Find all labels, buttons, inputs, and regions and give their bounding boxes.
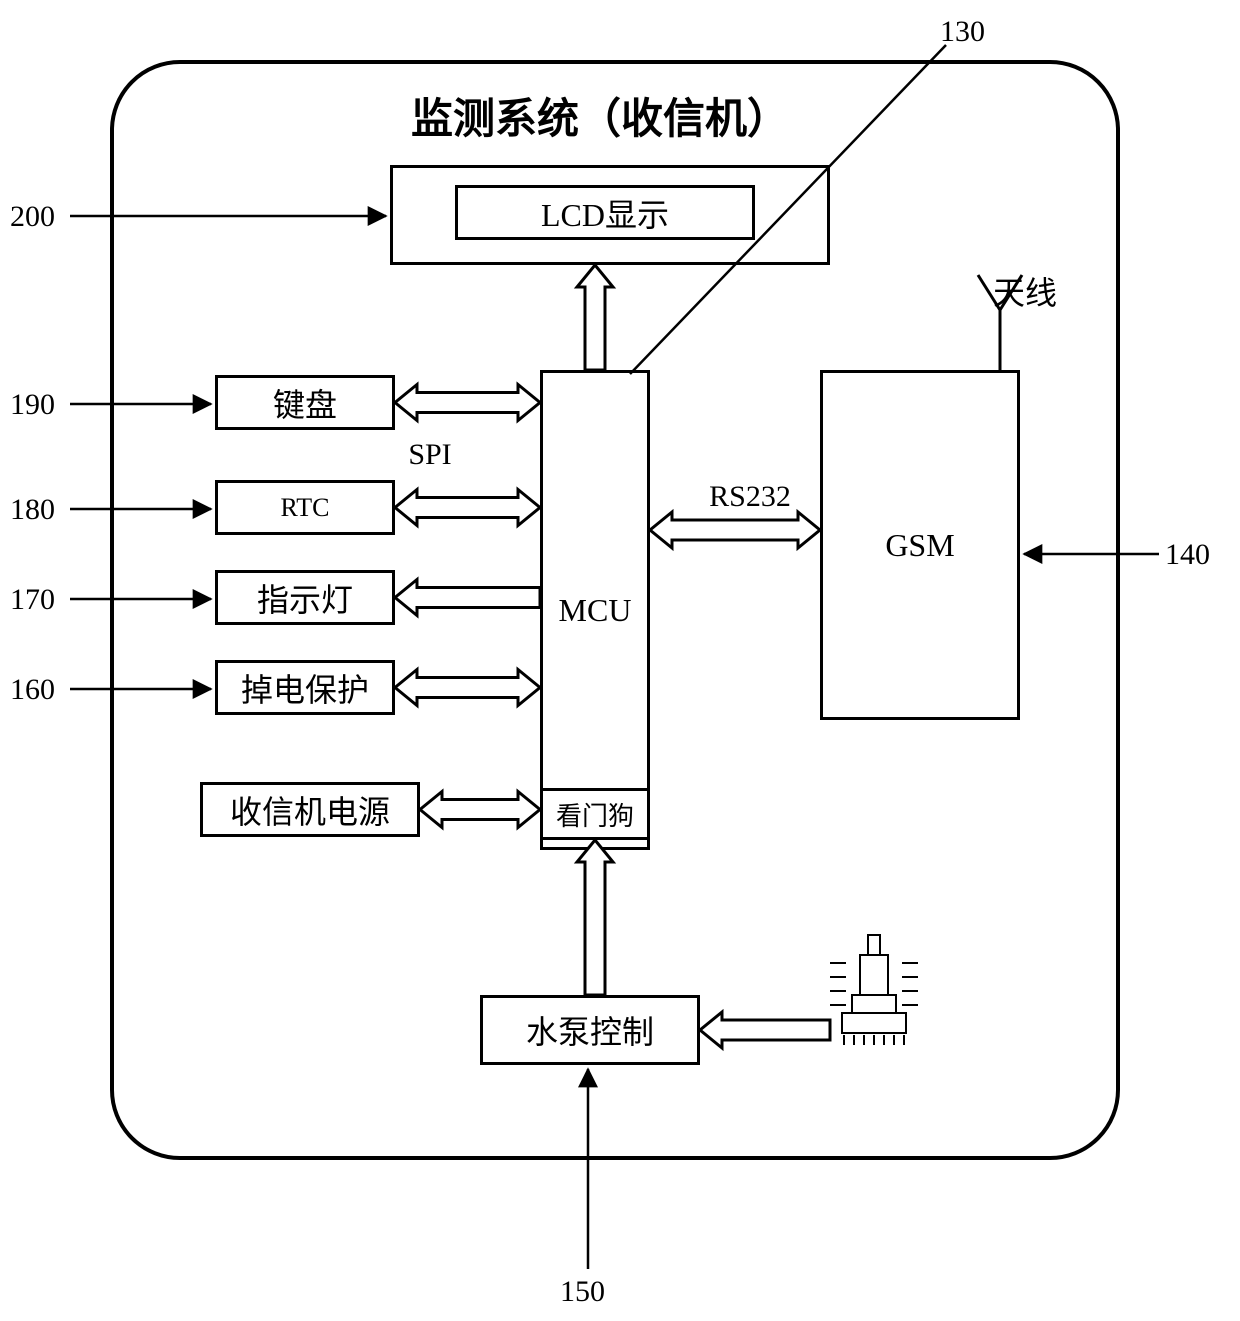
callout-150: 150 [560, 1275, 605, 1309]
watchdog-box: 看门狗 [540, 788, 650, 840]
mcu-box: MCU [540, 370, 650, 850]
indicator-box: 指示灯 [215, 570, 395, 625]
pump-control-box: 水泵控制 [480, 995, 700, 1065]
antenna-label: 天线 [980, 268, 1070, 308]
rtc-box: RTC [215, 480, 395, 535]
spi-label: SPI [390, 438, 470, 473]
mcu-label: MCU [559, 592, 632, 629]
callout-160: 160 [10, 673, 55, 707]
callout-130: 130 [940, 15, 985, 49]
callout-170: 170 [10, 583, 55, 617]
keyboard-box: 键盘 [215, 375, 395, 430]
callout-190: 190 [10, 388, 55, 422]
gsm-label: GSM [885, 527, 954, 564]
gsm-box: GSM [820, 370, 1020, 720]
receiver-power-box: 收信机电源 [200, 782, 420, 837]
callout-180: 180 [10, 493, 55, 527]
rs232-label: RS232 [700, 480, 800, 515]
callout-200: 200 [10, 200, 55, 234]
power-protect-box: 掉电保护 [215, 660, 395, 715]
callout-140: 140 [1165, 538, 1210, 572]
lcd-display-box: LCD显示 [455, 185, 755, 240]
system-title: 监测系统（收信机） [330, 85, 870, 140]
